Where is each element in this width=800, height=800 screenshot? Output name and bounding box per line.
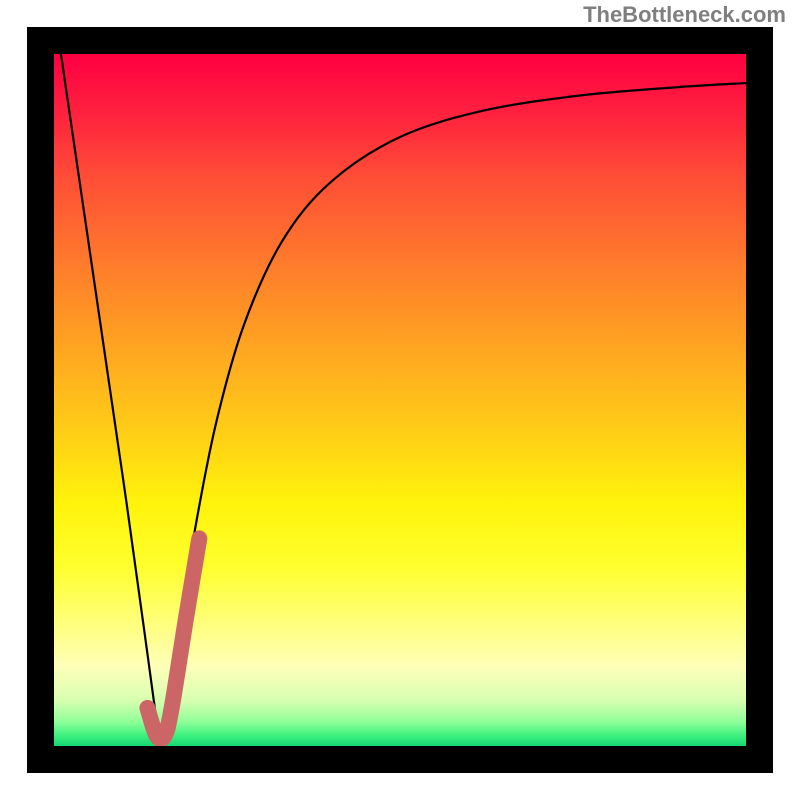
chart-stage: TheBottleneck.com [0, 0, 800, 800]
plot-svg [54, 54, 746, 746]
main-curve [61, 54, 746, 744]
watermark-text: TheBottleneck.com [583, 2, 786, 28]
highlight-curve [147, 538, 199, 739]
plot-frame [27, 27, 773, 773]
